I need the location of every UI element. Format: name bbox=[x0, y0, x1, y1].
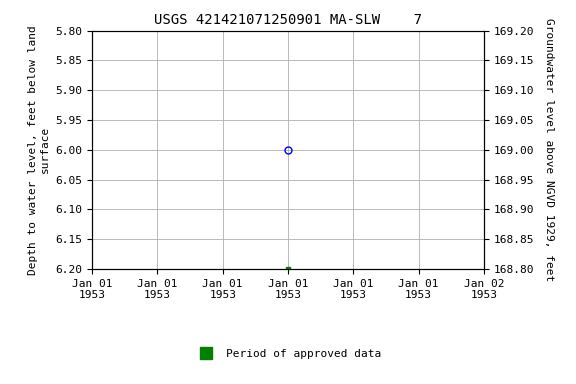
Legend: Period of approved data: Period of approved data bbox=[191, 344, 385, 363]
Y-axis label: Depth to water level, feet below land
surface: Depth to water level, feet below land su… bbox=[28, 25, 50, 275]
Title: USGS 421421071250901 MA-SLW    7: USGS 421421071250901 MA-SLW 7 bbox=[154, 13, 422, 27]
Y-axis label: Groundwater level above NGVD 1929, feet: Groundwater level above NGVD 1929, feet bbox=[544, 18, 554, 281]
